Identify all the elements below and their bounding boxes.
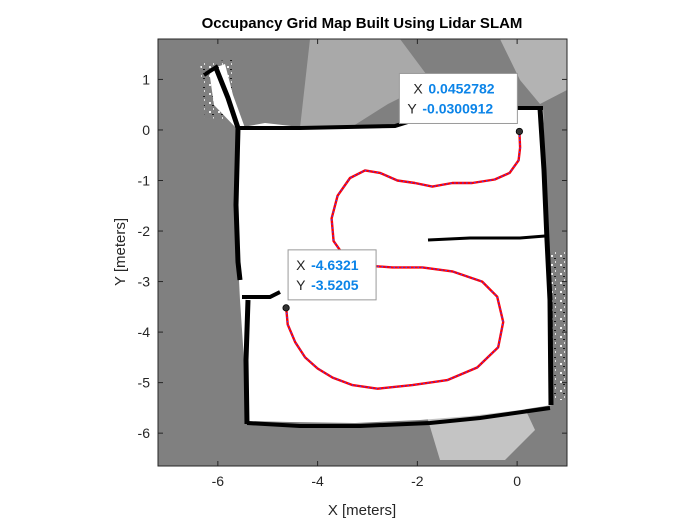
datatip-x-key: X [296,257,306,273]
x-tick-label: 0 [513,473,521,489]
datatip-x-value: 0.0452782 [428,80,494,96]
datatip-x-key: X [413,80,423,96]
y-tick-label: -3 [138,274,151,290]
x-tick-label: -4 [311,473,324,489]
free-space [236,108,552,423]
scan-ray-region-top-right [500,39,567,104]
y-tick-label: -1 [138,172,151,188]
wall-inner-notch [242,290,281,299]
y-tick-label: -4 [138,324,151,340]
datatip-x-value: -4.6321 [311,257,359,273]
datatip-marker[interactable] [515,127,523,136]
datatip[interactable]: X 0.0452782 Y -0.0300912 [398,72,523,136]
y-tick-label: 0 [142,122,150,138]
wall-left-lower [243,299,251,425]
x-tick-label: -6 [212,473,225,489]
datatip-y-value: -3.5205 [311,277,359,293]
datatip[interactable]: X -4.6321 Y -3.5205 [282,249,377,312]
y-tick-label: -2 [138,223,151,239]
datatip-y-value: -0.0300912 [422,100,493,116]
datatips: X 0.0452782 Y -0.0300912 X -4.6321 Y -3.5205 [282,72,523,312]
wall-right [537,107,554,406]
y-tick-label: -6 [138,425,151,441]
x-axis-label: X [meters] [328,502,396,519]
datatip-box [287,249,377,301]
wall-inner-divider [427,234,546,242]
wall-bottom [246,406,551,428]
chart-title: Occupancy Grid Map Built Using Lidar SLA… [202,15,523,32]
datatip-marker[interactable] [282,304,290,312]
y-axis-label: Y [meters] [112,218,129,286]
datatip-y-key: Y [296,277,306,293]
trajectory-line-overlay [285,131,521,390]
datatip-y-key: Y [407,100,417,116]
y-tick-label: -5 [138,375,151,391]
x-tick-label: -2 [411,473,424,489]
wall-upper-left-corner [202,64,220,77]
axes-box [157,38,568,467]
wall-left-upper [213,67,243,281]
axis-ticks: -6 -4 -2 0 1 0 -1 -2 -3 -4 -5 -6 [138,39,567,489]
y-tick-label: 1 [142,71,150,87]
scan-ray-region-top [300,39,432,128]
datatip-box [398,72,518,124]
